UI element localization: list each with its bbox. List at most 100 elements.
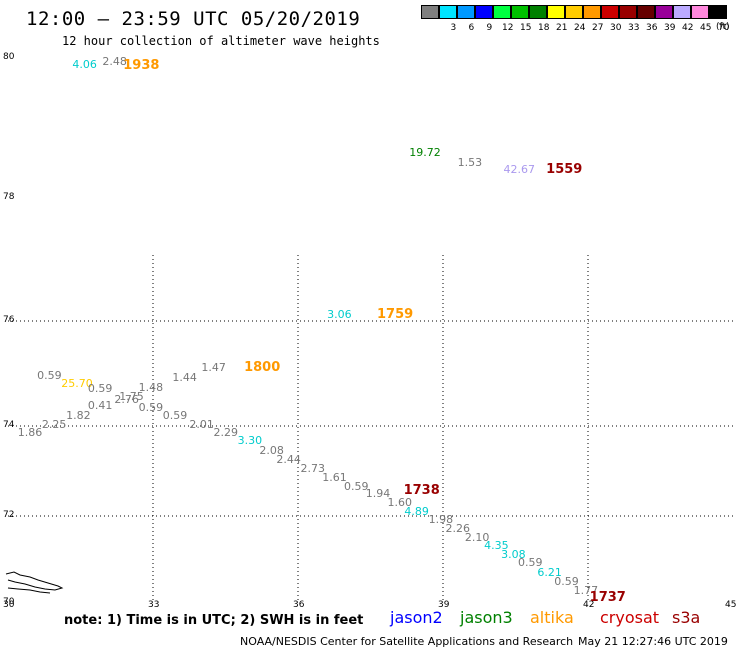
wave-height-value: 1.53 bbox=[457, 156, 483, 169]
legend-item-altika: altika bbox=[530, 608, 574, 627]
lon-tick-label: 36 bbox=[293, 600, 305, 610]
lat-tick-label: 70 bbox=[3, 597, 15, 607]
scale-label: 9 bbox=[486, 23, 493, 33]
pass-time-label: 1800 bbox=[244, 360, 281, 376]
lat-tick-label: 72 bbox=[3, 510, 15, 520]
scale-label: 36 bbox=[646, 23, 658, 33]
scale-swatch bbox=[565, 5, 583, 19]
lat-tick-label: 76 bbox=[3, 315, 15, 325]
wave-height-value: 0.59 bbox=[37, 369, 62, 383]
pass-time-label: 1737 bbox=[589, 589, 626, 605]
scale-swatch bbox=[691, 5, 709, 19]
scale-label: 30 bbox=[610, 23, 622, 33]
scale-label: 12 bbox=[502, 23, 514, 33]
wave-height-value: 2.08 bbox=[259, 443, 284, 457]
scale-swatch bbox=[583, 5, 601, 19]
pass-time-label: 1738 bbox=[403, 483, 440, 499]
scale-label: 24 bbox=[574, 23, 586, 33]
page-subtitle: 12 hour collection of altimeter wave hei… bbox=[62, 34, 380, 48]
wave-height-value: 2.29 bbox=[213, 425, 239, 439]
scale-swatch bbox=[475, 5, 493, 19]
scale-swatch bbox=[529, 5, 547, 19]
wave-height-value: 42.67 bbox=[503, 163, 536, 176]
scale-label: 42 bbox=[682, 23, 694, 33]
wave-height-value: 1.77 bbox=[573, 583, 599, 597]
wave-height-value: 0.59 bbox=[138, 400, 164, 414]
scale-swatch bbox=[457, 5, 475, 19]
scale-label: 33 bbox=[628, 23, 640, 33]
wave-height-value: 0.59 bbox=[518, 555, 543, 569]
scale-label: 3 bbox=[450, 23, 457, 33]
wave-height-value: 3.30 bbox=[237, 434, 263, 448]
wave-height-value: 2.76 bbox=[114, 392, 139, 406]
lon-tick-label: 33 bbox=[148, 600, 160, 610]
pass-time-label: 1938 bbox=[123, 58, 160, 74]
wave-height-value: 2.25 bbox=[41, 417, 67, 431]
wave-height-value: 1.82 bbox=[66, 408, 91, 422]
landmass-outline bbox=[5, 571, 64, 594]
lon-tick-label: 42 bbox=[583, 600, 595, 610]
scale-swatch bbox=[637, 5, 655, 19]
scale-label: 27 bbox=[592, 23, 604, 33]
scale-swatch bbox=[601, 5, 619, 19]
legend-item-cryosat: cryosat bbox=[600, 608, 660, 627]
scale-label: 15 bbox=[520, 23, 532, 33]
wave-height-value: 1.94 bbox=[365, 486, 391, 500]
legend-item-jason2: jason2 bbox=[390, 608, 443, 627]
credit-text: NOAA/NESDIS Center for Satellite Applica… bbox=[240, 635, 574, 648]
scale-label: 21 bbox=[556, 23, 568, 33]
wave-height-value: 0.59 bbox=[162, 408, 188, 422]
pass-time-label: 1559 bbox=[546, 162, 583, 177]
scale-unit: (ft) bbox=[716, 22, 730, 32]
scale-swatch bbox=[673, 5, 691, 19]
wave-height-value: 4.06 bbox=[72, 58, 97, 71]
wave-height-value: 1.60 bbox=[387, 496, 413, 510]
wave-height-value: 0.59 bbox=[87, 382, 113, 396]
scale-label: 18 bbox=[538, 23, 550, 33]
lat-tick-label: 80 bbox=[3, 52, 15, 62]
lon-tick-label: 30 bbox=[3, 600, 15, 610]
wave-height-value: 25.70 bbox=[61, 377, 93, 390]
scale-swatch bbox=[655, 5, 673, 19]
scale-swatch bbox=[619, 5, 637, 19]
footnote: note: 1) Time is in UTC; 2) SWH is in fe… bbox=[64, 613, 364, 628]
scale-swatch bbox=[511, 5, 529, 19]
wave-height-value: 0.59 bbox=[344, 479, 369, 493]
legend-item-jason3: jason3 bbox=[460, 608, 513, 627]
scale-swatch bbox=[439, 5, 457, 19]
wave-height-value: 1.86 bbox=[17, 425, 43, 439]
lat-tick-label: 74 bbox=[3, 420, 15, 430]
scale-swatch bbox=[547, 5, 565, 19]
timestamp-text: May 21 12:27:46 UTC 2019 bbox=[578, 635, 728, 648]
scale-label: 6 bbox=[468, 23, 475, 33]
wave-height-value: 6.21 bbox=[537, 565, 562, 579]
scale-label: 39 bbox=[664, 23, 676, 33]
wave-height-value: 1.48 bbox=[138, 381, 164, 395]
wave-height-value: 2.44 bbox=[276, 452, 301, 466]
wave-height-value: 0.59 bbox=[554, 575, 579, 589]
wave-height-value: 19.72 bbox=[409, 145, 441, 159]
scale-swatch bbox=[709, 5, 727, 19]
wave-height-value: 1.75 bbox=[119, 390, 144, 404]
wave-height-value: 2.73 bbox=[300, 461, 326, 475]
wave-height-value: 1.61 bbox=[322, 470, 347, 484]
lon-tick-label: 39 bbox=[438, 600, 450, 610]
wave-height-value: 1.47 bbox=[201, 361, 226, 375]
wave-height-value: 1.44 bbox=[172, 370, 197, 384]
wave-height-value: 1.98 bbox=[428, 513, 454, 527]
wave-height-value: 3.08 bbox=[501, 548, 526, 562]
scale-swatch bbox=[421, 5, 439, 19]
pass-time-label: 1759 bbox=[377, 306, 414, 322]
wave-height-value: 0.41 bbox=[87, 399, 113, 413]
wave-height-value: 4.89 bbox=[404, 505, 429, 519]
wave-height-value: 2.10 bbox=[464, 530, 490, 544]
wave-height-value: 2.48 bbox=[102, 54, 127, 68]
lon-tick-label: 45 bbox=[725, 600, 737, 610]
wave-height-value: 2.26 bbox=[445, 522, 471, 536]
wave-height-value: 4.35 bbox=[484, 539, 509, 553]
scale-swatch bbox=[493, 5, 511, 19]
scale-label: 45 bbox=[700, 23, 712, 33]
lat-tick-label: 78 bbox=[3, 192, 15, 202]
legend-item-s3a: s3a bbox=[672, 608, 701, 627]
